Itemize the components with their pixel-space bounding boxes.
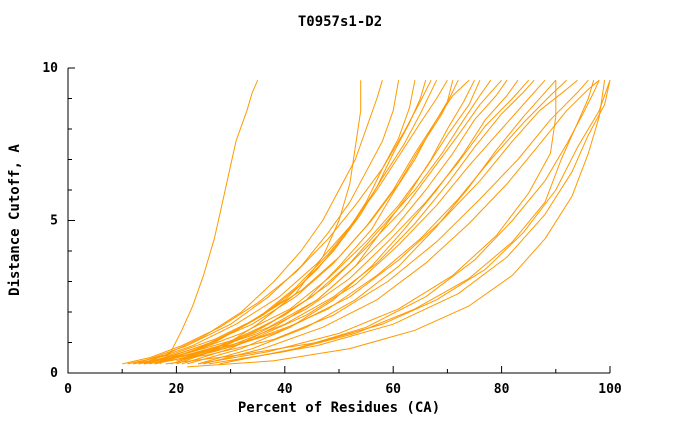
series-line: [138, 79, 546, 365]
series-line: [165, 80, 611, 365]
series-line: [219, 79, 600, 365]
y-tick-label: 5: [50, 214, 58, 229]
x-tick-label: 20: [169, 382, 185, 397]
series-line: [143, 79, 589, 365]
series-line: [154, 79, 470, 362]
series-line: [143, 80, 400, 362]
x-tick-label: 60: [385, 382, 401, 397]
x-tick-label: 40: [277, 382, 293, 397]
x-tick-label: 0: [64, 382, 72, 397]
series-line: [122, 79, 432, 365]
y-tick-label: 0: [50, 366, 58, 381]
series-line: [132, 79, 502, 365]
series-line: [132, 80, 383, 365]
series-line: [149, 79, 448, 362]
series-line: [159, 79, 259, 365]
series-line: [154, 79, 567, 365]
x-tick-label: 80: [494, 382, 510, 397]
series-line: [198, 80, 557, 365]
series-line: [208, 80, 595, 365]
series-line: [203, 79, 600, 365]
series-line: [159, 79, 508, 362]
series-line: [170, 79, 535, 362]
y-tick-label: 10: [42, 61, 58, 76]
series-line: [149, 79, 530, 365]
series-line: [187, 80, 606, 368]
series-line: [230, 80, 611, 362]
x-axis-label: Percent of Residues (CA): [237, 400, 441, 416]
series-line: [197, 79, 557, 365]
series-line: [165, 80, 427, 362]
series-line: [143, 79, 481, 365]
series-line: [181, 79, 475, 365]
series-line: [176, 79, 578, 362]
chart-title: T0957s1-D2: [297, 14, 383, 30]
series-line: [187, 79, 519, 365]
x-tick-label: 100: [598, 382, 622, 397]
series-line: [138, 79, 438, 365]
series-line: [176, 80, 362, 365]
